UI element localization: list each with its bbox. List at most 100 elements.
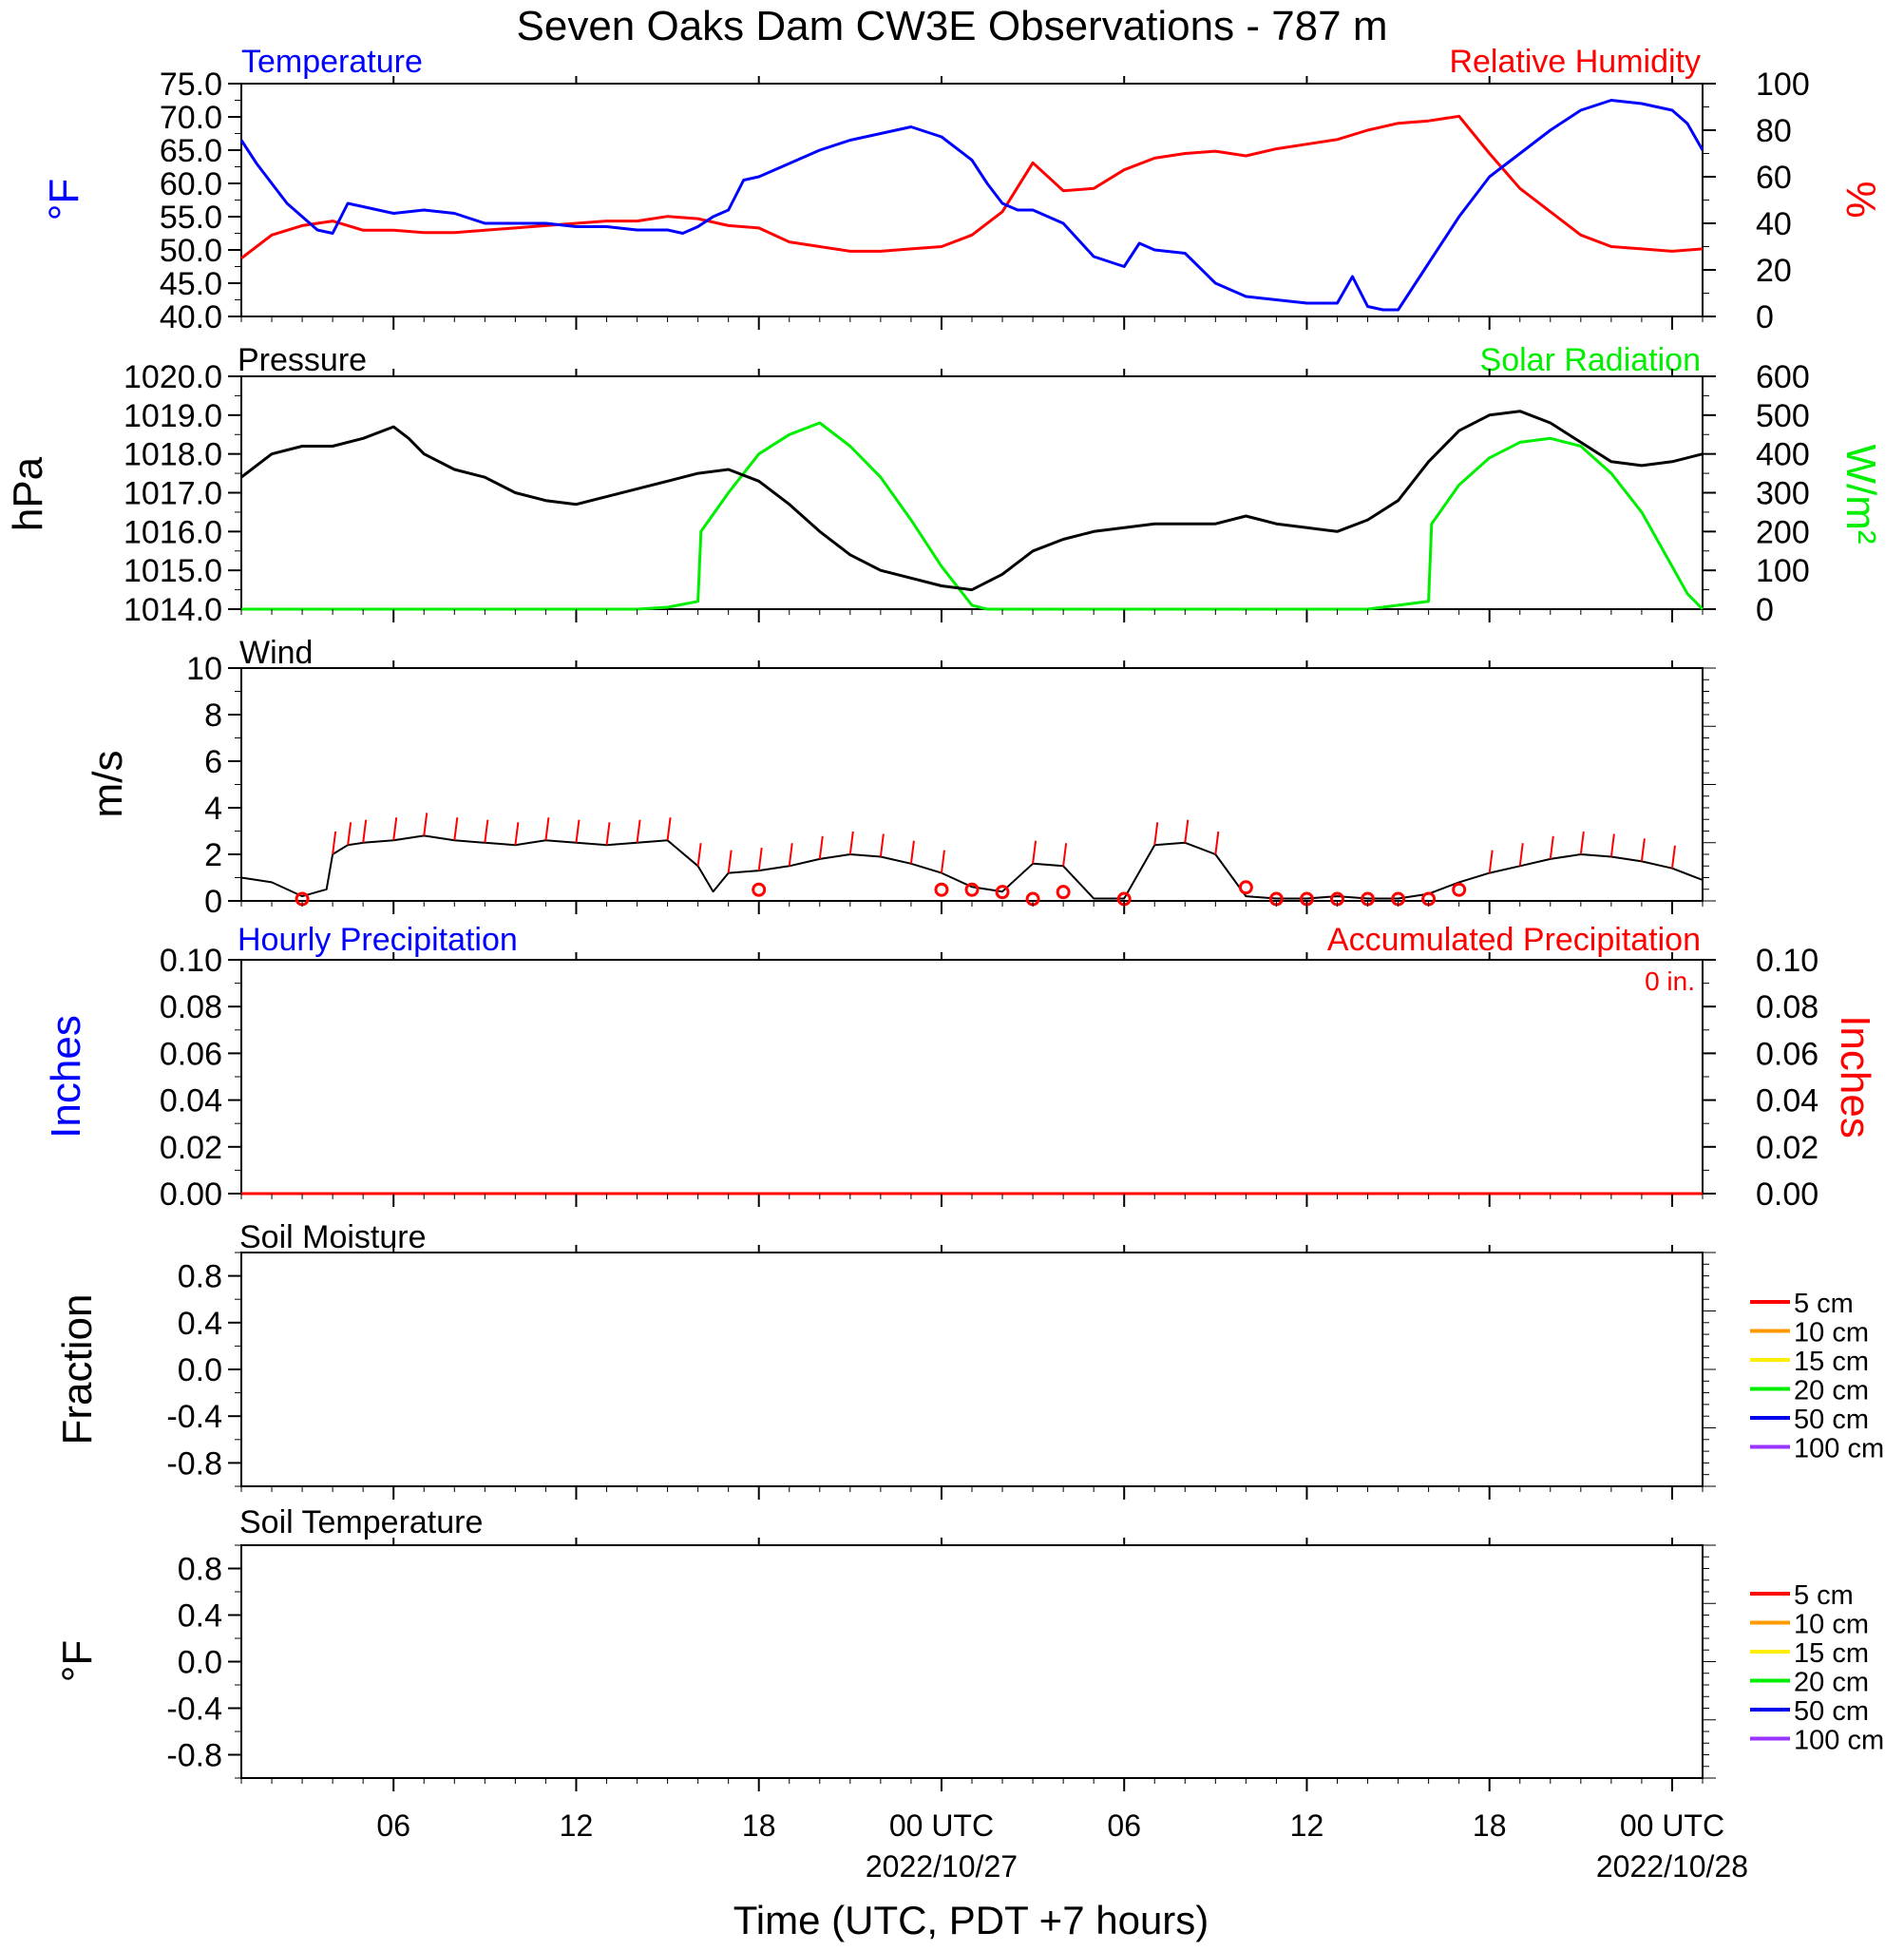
wind-barb xyxy=(605,822,611,846)
y-tick-label-right: 0.00 xyxy=(1756,1176,1818,1213)
panel-soil-temperature: Soil Temperature °F -0.8 -0.4 0.0 0.4 0.8 5 … xyxy=(54,1504,1884,1791)
humidity-line xyxy=(240,114,1704,259)
wind-barb xyxy=(1214,831,1220,855)
y-tick-label-right: 500 xyxy=(1756,398,1810,434)
y-tick-label-left: 0.0 xyxy=(178,1352,222,1388)
x-axis: 06 12 18 00 UTC 2022/10/27 06 12 18 00 UTC 2022/1… xyxy=(240,316,1748,1884)
legend-label: 50 cm xyxy=(1794,1696,1869,1727)
y-tick-label-left: 0.0 xyxy=(178,1645,222,1681)
wind-barb xyxy=(1518,843,1524,867)
solar-unit: W/m² xyxy=(1837,444,1884,544)
y-tick-label-left: 4 xyxy=(204,791,222,827)
wind-barb xyxy=(1184,819,1190,843)
y-tick-label-left: 0.8 xyxy=(178,1552,222,1588)
y-tick-label-right: 0.02 xyxy=(1756,1130,1818,1166)
soil-moisture-title: Soil Moisture xyxy=(239,1219,427,1255)
legend-label: 20 cm xyxy=(1794,1668,1869,1698)
plot-frame-soil-moisture xyxy=(240,1252,1704,1487)
humidity-unit: % xyxy=(1837,181,1884,218)
y-tick-label-left: 0.02 xyxy=(160,1130,222,1166)
y-tick-label-right: 0.08 xyxy=(1756,989,1818,1025)
hourly-precip-title: Hourly Precipitation xyxy=(238,922,518,958)
axis-ticks-soil-moisture: -0.8 -0.4 0.0 0.4 0.8 xyxy=(166,1245,1716,1500)
legend-label: 100 cm xyxy=(1794,1726,1884,1756)
wind-barb xyxy=(909,840,915,864)
wind-barb xyxy=(347,822,352,846)
x-tick-label: 12 xyxy=(560,1808,594,1843)
y-tick-label-right: 300 xyxy=(1756,476,1810,512)
wind-speed-line xyxy=(240,834,1704,900)
x-tick-label: 00 UTC xyxy=(889,1808,994,1843)
pressure-unit: hPa xyxy=(5,456,51,531)
calm-marker xyxy=(1056,885,1071,900)
calm-marker xyxy=(995,885,1010,900)
y-tick-label-left: 40.0 xyxy=(160,299,222,335)
y-tick-label-left: 1020.0 xyxy=(124,359,222,395)
pressure-title: Pressure xyxy=(238,342,367,378)
y-tick-label-left: 0.00 xyxy=(160,1176,222,1213)
x-tick-label: 18 xyxy=(742,1808,776,1843)
y-tick-label-right: 0 xyxy=(1756,592,1774,628)
solar-title: Solar Radiation xyxy=(1480,342,1701,378)
y-tick-label-right: 0.10 xyxy=(1756,943,1818,979)
legend-label: 5 cm xyxy=(1794,1289,1854,1319)
y-tick-label-left: -0.8 xyxy=(166,1445,222,1482)
wind-barb xyxy=(1488,850,1494,873)
y-tick-label-right: 200 xyxy=(1756,514,1810,550)
pressure-line xyxy=(240,410,1704,592)
wind-barb xyxy=(1032,840,1038,864)
wind-barb xyxy=(1549,835,1554,860)
axis-ticks-soil-temperature: -0.8 -0.4 0.0 0.4 0.8 xyxy=(166,1538,1716,1791)
axis-ticks-pressure: 1014.01015.01016.01017.01018.01019.01020… xyxy=(124,359,1810,628)
y-tick-label-left: 65.0 xyxy=(160,133,222,169)
wind-barb xyxy=(1153,822,1159,846)
y-tick-label-left: 1015.0 xyxy=(124,553,222,589)
legend-label: 10 cm xyxy=(1794,1610,1869,1640)
y-tick-label-left: 45.0 xyxy=(160,266,222,302)
calm-marker xyxy=(752,882,767,897)
wind-barb xyxy=(484,819,489,843)
x-tick-label: 12 xyxy=(1290,1808,1324,1843)
y-tick-label-right: 100 xyxy=(1756,67,1810,103)
axis-ticks-wind: 0 2 4 6 8 10 xyxy=(186,651,1716,920)
wind-barb xyxy=(1062,843,1068,867)
series-group-wind xyxy=(240,813,1704,907)
x-tick-label: 06 xyxy=(1107,1808,1141,1843)
plot-frame-soil-temperature xyxy=(240,1544,1704,1779)
x-tick-date-label: 2022/10/28 xyxy=(1596,1849,1748,1884)
y-tick-label-left: 1019.0 xyxy=(124,398,222,434)
y-tick-label-right: 0 xyxy=(1756,299,1774,335)
legend-label: 50 cm xyxy=(1794,1405,1869,1435)
y-tick-label-left: 1018.0 xyxy=(124,437,222,473)
solar-radiation-line xyxy=(241,421,1704,611)
wind-barb xyxy=(848,831,854,855)
panel-soil-moisture: Soil Moisture Fraction -0.8 -0.4 0.0 0.4 0.8… xyxy=(54,1219,1884,1500)
wind-barb xyxy=(696,843,702,867)
y-tick-label-right: 60 xyxy=(1756,160,1792,196)
y-tick-label-left: 55.0 xyxy=(160,200,222,236)
plot-frame-temperature xyxy=(240,83,1704,317)
wind-unit: m/s xyxy=(85,751,131,818)
y-tick-label-left: 6 xyxy=(204,744,222,780)
y-tick-label-right: 400 xyxy=(1756,437,1810,473)
temperature-line xyxy=(239,99,1704,312)
y-tick-label-left: 0.4 xyxy=(178,1598,222,1635)
x-tick-label: 00 UTC xyxy=(1620,1808,1724,1843)
y-tick-label-right: 0.06 xyxy=(1756,1036,1818,1072)
y-tick-label-left: 2 xyxy=(204,837,222,873)
plot-frame-wind xyxy=(240,667,1704,902)
y-tick-label-left: 10 xyxy=(186,651,222,687)
soil-temperature-title: Soil Temperature xyxy=(239,1504,483,1540)
legend-label: 5 cm xyxy=(1794,1580,1854,1611)
legend-label: 20 cm xyxy=(1794,1376,1869,1406)
legend-label: 15 cm xyxy=(1794,1638,1869,1669)
y-tick-label-left: 75.0 xyxy=(160,67,222,103)
axis-ticks-temperature: 40.045.050.055.060.065.070.075.0 0 20 40 60 8… xyxy=(160,67,1810,335)
y-tick-label-right: 80 xyxy=(1756,113,1792,149)
y-tick-label-left: 1017.0 xyxy=(124,476,222,512)
y-tick-label-left: -0.8 xyxy=(166,1738,222,1774)
soil-moisture-unit: Fraction xyxy=(54,1294,101,1445)
y-tick-label-left: 0.10 xyxy=(160,943,222,979)
